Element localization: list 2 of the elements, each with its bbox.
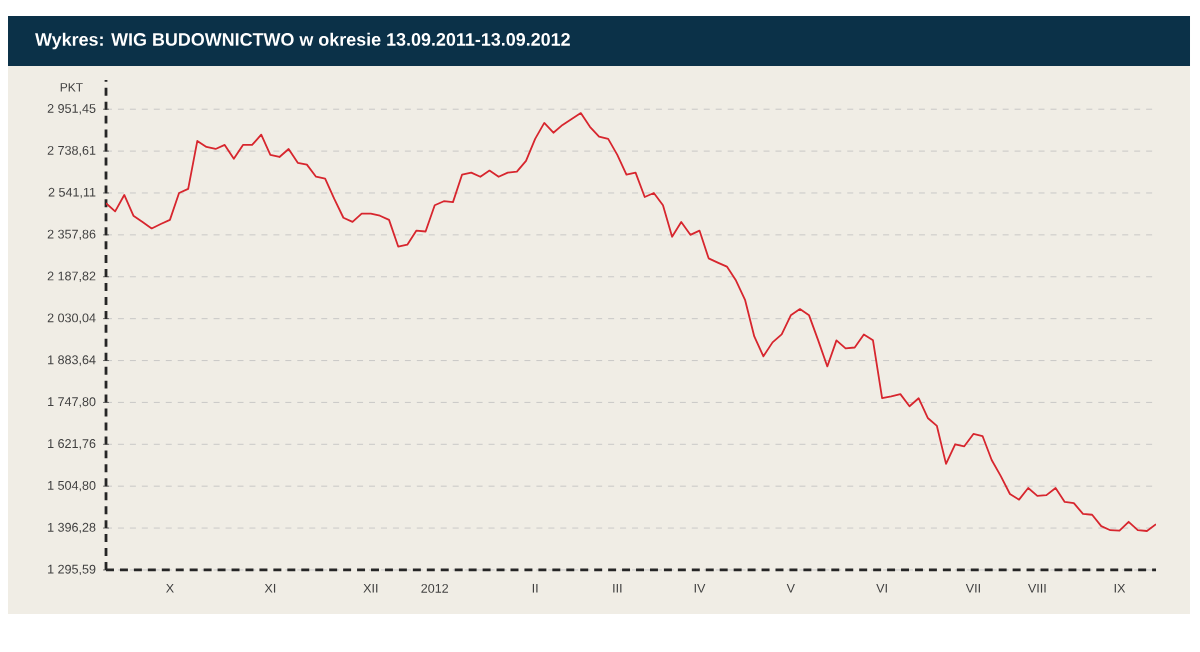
chart-title: Wykres: WIG BUDOWNICTWO w okresie 13.09.2011-13.09.2012 bbox=[35, 32, 570, 50]
line-series bbox=[106, 112, 1157, 532]
